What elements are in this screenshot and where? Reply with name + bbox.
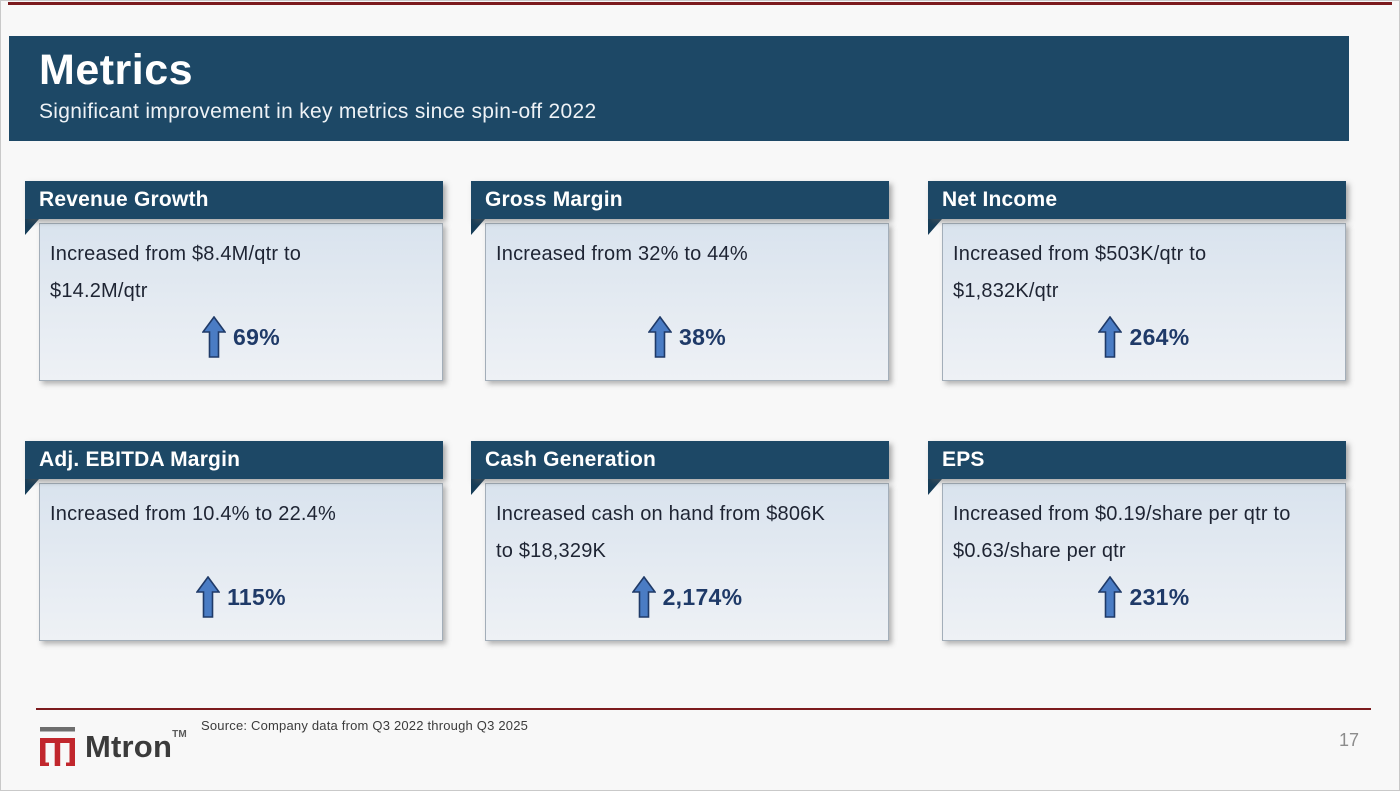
metric-change-value: 264% [1129, 323, 1190, 350]
top-accent-line [8, 2, 1392, 5]
up-arrow-icon [631, 576, 656, 618]
metric-card-body: Increased from $503K/qtr to $1,832K/qtr … [942, 223, 1346, 381]
metric-card-eps: EPS Increased from $0.19/share per qtr t… [928, 441, 1346, 641]
up-arrow-icon [202, 316, 227, 358]
ribbon-fold [25, 219, 39, 235]
metric-title: Gross Margin [485, 188, 623, 211]
mtron-logo-text: MtronTM [85, 729, 187, 764]
page-subtitle: Significant improvement in key metrics s… [39, 100, 597, 123]
metric-card-ebitda-margin: Adj. EBITDA Margin Increased from 10.4% … [25, 441, 443, 641]
metric-description: Increased cash on hand from $806K to $18… [496, 503, 826, 562]
slide-header: Metrics Significant improvement in key m… [9, 36, 1349, 141]
metric-description: Increased from $8.4M/qtr to $14.2M/qtr [50, 243, 302, 302]
metric-card-body: Increased from $0.19/share per qtr to $0… [942, 483, 1346, 641]
metric-card-header: Net Income [928, 181, 1346, 219]
mtron-logo: MtronTM [39, 725, 187, 771]
metric-card-header: EPS [928, 441, 1346, 479]
metric-card-revenue-growth: Revenue Growth Increased from $8.4M/qtr … [25, 181, 443, 381]
metric-description: Increased from 32% to 44% [496, 243, 748, 265]
metric-card-body: Increased from 32% to 44% 38% [485, 223, 889, 381]
up-arrow-icon [1098, 316, 1123, 358]
metric-description: Increased from $503K/qtr to $1,832K/qtr [953, 243, 1207, 302]
metric-change-value: 2,174% [662, 583, 743, 610]
metric-card-cash-generation: Cash Generation Increased cash on hand f… [471, 441, 889, 641]
metric-title: Cash Generation [485, 448, 657, 471]
metric-change: 38% [486, 316, 888, 358]
metric-card-header: Gross Margin [471, 181, 889, 219]
trademark-symbol: TM [172, 729, 187, 740]
footer-divider [36, 708, 1371, 710]
metric-card-header: Adj. EBITDA Margin [25, 441, 443, 479]
metric-description: Increased from 10.4% to 22.4% [50, 503, 336, 525]
ribbon-fold [928, 219, 942, 235]
ribbon-fold [928, 479, 942, 495]
metric-title: Revenue Growth [39, 188, 209, 211]
metric-card-gross-margin: Gross Margin Increased from 32% to 44% 3… [471, 181, 889, 381]
metric-title: Net Income [942, 188, 1058, 211]
metric-title: EPS [942, 448, 985, 471]
metric-card-body: Increased cash on hand from $806K to $18… [485, 483, 889, 641]
ribbon-fold [471, 219, 485, 235]
up-arrow-icon [1098, 576, 1123, 618]
metric-title: Adj. EBITDA Margin [39, 448, 241, 471]
metric-card-net-income: Net Income Increased from $503K/qtr to $… [928, 181, 1346, 381]
metric-change-value: 115% [227, 583, 286, 610]
metric-change: 69% [40, 316, 442, 358]
metric-change-value: 231% [1129, 583, 1190, 610]
source-note: Source: Company data from Q3 2022 throug… [201, 718, 529, 733]
mtron-logo-icon [40, 727, 75, 766]
metric-card-header: Cash Generation [471, 441, 889, 479]
ribbon-fold [471, 479, 485, 495]
up-arrow-icon [196, 576, 221, 618]
metric-description: Increased from $0.19/share per qtr to $0… [953, 503, 1291, 562]
ribbon-fold [25, 479, 39, 495]
up-arrow-icon [648, 316, 673, 358]
metric-change-value: 38% [679, 323, 726, 350]
metric-change-value: 69% [233, 323, 280, 350]
metric-change: 115% [40, 576, 442, 618]
page-number: 17 [1338, 730, 1359, 750]
metric-change: 2,174% [486, 576, 888, 618]
metric-card-body: Increased from $8.4M/qtr to $14.2M/qtr 6… [39, 223, 443, 381]
metric-change: 264% [943, 316, 1345, 358]
page-title: Metrics [39, 46, 194, 94]
metric-card-header: Revenue Growth [25, 181, 443, 219]
metric-change: 231% [943, 576, 1345, 618]
metric-card-body: Increased from 10.4% to 22.4% 115% [39, 483, 443, 641]
